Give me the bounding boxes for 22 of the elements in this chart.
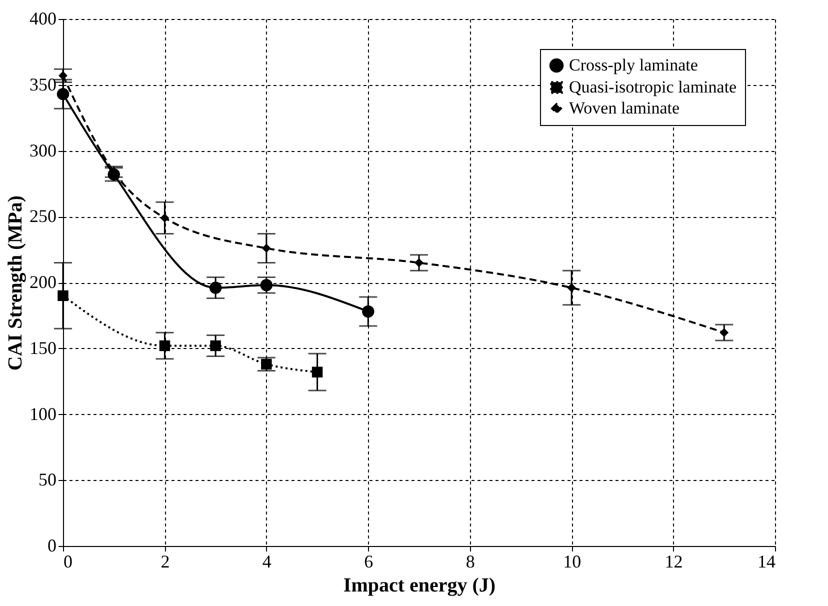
x-tick-label: 2 bbox=[160, 552, 170, 572]
x-tick-label: 10 bbox=[563, 552, 582, 572]
y-tick-label: 150 bbox=[30, 338, 56, 358]
x-tick-label: 0 bbox=[64, 552, 72, 572]
y-tick-label: 400 bbox=[30, 8, 56, 28]
y-tick-label: 200 bbox=[30, 272, 56, 292]
y-tick-label: 250 bbox=[30, 206, 56, 226]
x-tick-label: 6 bbox=[364, 552, 374, 572]
y-tick-label: 350 bbox=[30, 74, 56, 94]
legend-label: Woven laminate bbox=[569, 98, 680, 118]
y-axis-title: CAI Strength (MPa) bbox=[4, 195, 26, 371]
x-tick-label: 8 bbox=[466, 552, 475, 572]
y-tick-label: 300 bbox=[30, 140, 56, 160]
legend-label: Cross-ply laminate bbox=[569, 56, 698, 74]
x-axis-title: Impact energy (J) bbox=[343, 574, 496, 596]
x-tick-label: 14 bbox=[758, 552, 776, 572]
x-tick-label: 4 bbox=[262, 552, 272, 572]
y-tick-label: 0 bbox=[48, 536, 56, 556]
x-tick-label: 12 bbox=[664, 552, 683, 572]
legend-label: Quasi-isotropic laminate bbox=[569, 78, 737, 96]
y-tick-label: 50 bbox=[38, 470, 56, 490]
y-tick-label: 100 bbox=[30, 404, 56, 424]
